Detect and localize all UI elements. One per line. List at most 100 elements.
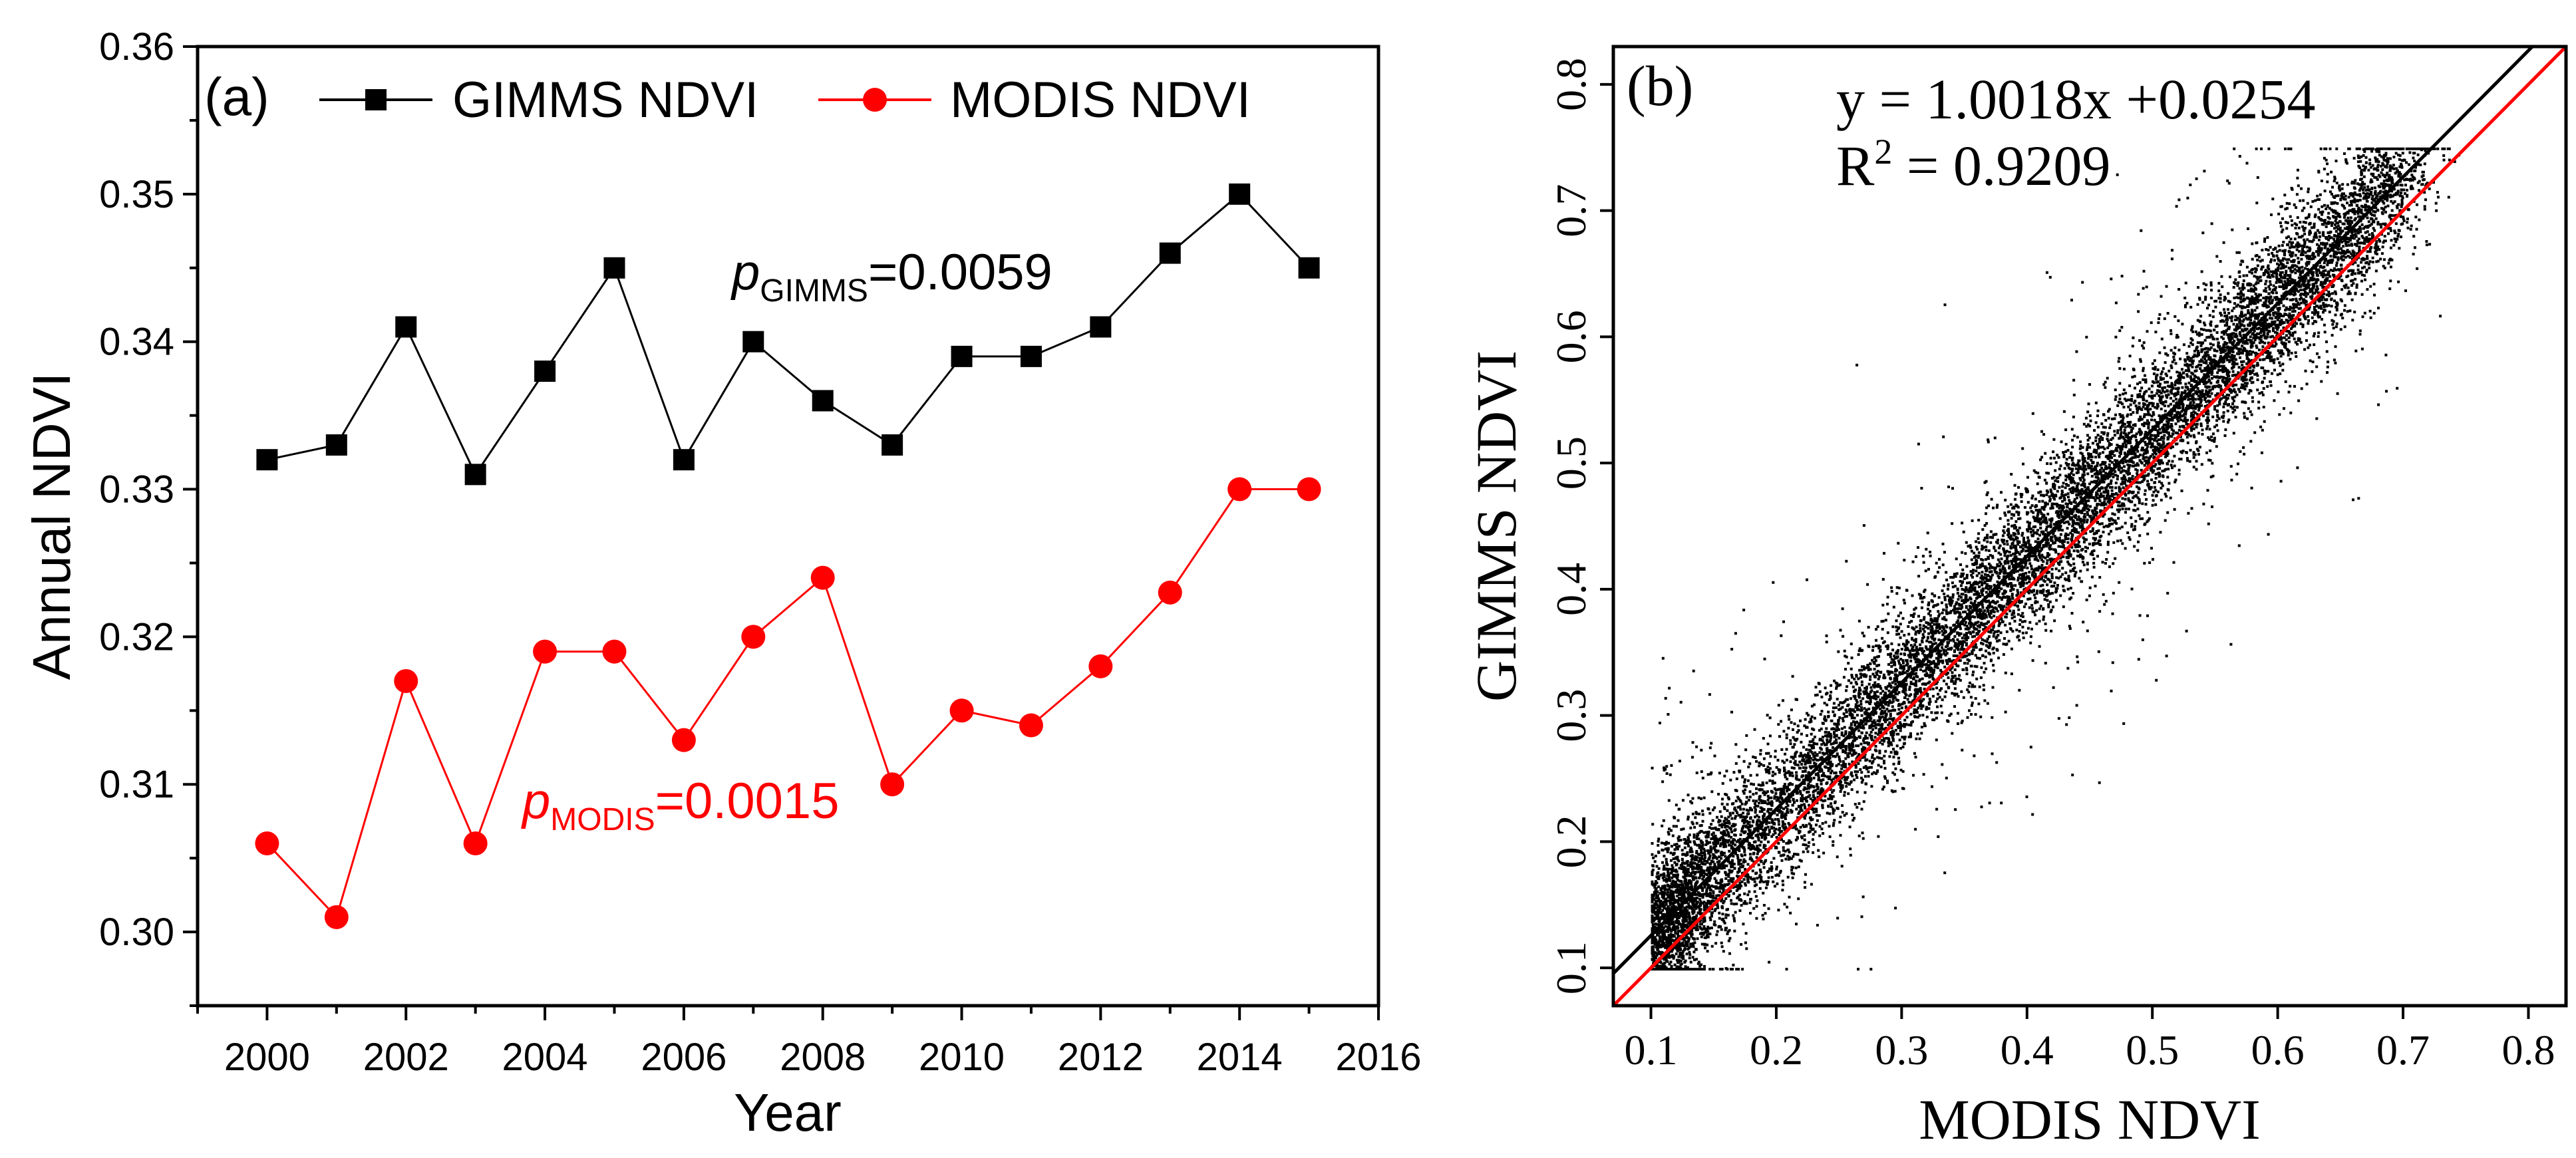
panel-b-x-ticks: 0.1 0.2 0.3 0.4 0.5 0.6 0.7 0.8 [1625,1006,2555,1074]
gimms-point [325,434,347,456]
y-tick-label: 0.6 [1547,310,1595,363]
gimms-point [1159,242,1181,264]
panel-a-series [255,183,1321,929]
x-tick-label: 2002 [363,1036,449,1079]
modis-point [394,668,418,693]
panel-a-label: (a) [204,67,269,126]
one-to-one-line [1613,47,2566,1006]
panel-a-y-axis-label: Annual NDVI [22,372,81,680]
r-squared: R2 = 0.9209 [1836,132,2110,198]
modis-point [255,831,279,855]
annotation-gimms-p-letter: p [730,244,760,301]
panel-b-y-axis-label: GIMMS NDVI [1464,351,1528,702]
gimms-point [395,316,417,338]
gimms-point [673,449,695,471]
fit-equation: y = 1.0018x +0.0254 [1836,67,2316,131]
gimms-point [1020,345,1042,367]
x-tick-label: 2016 [1335,1036,1421,1079]
modis-point [1227,477,1252,502]
x-tick-label: 0.2 [1750,1026,1803,1074]
panel-a-legend: GIMMS NDVI MODIS NDVI [319,72,1251,128]
gimms-point [951,345,973,367]
modis-point [1297,477,1321,502]
y-tick-label: 0.33 [99,468,174,511]
y-tick-label: 0.36 [99,25,174,69]
panel-a-plot-frame [196,45,1380,1008]
modis-point [533,639,558,664]
x-tick-label: 0.3 [1875,1026,1928,1074]
gimms-point [742,331,764,353]
y-tick-label: 0.31 [99,763,174,806]
panel-b-plot-frame [1611,45,2568,1008]
legend-gimms-label: GIMMS NDVI [452,72,758,128]
x-tick-label: 0.6 [2251,1026,2305,1074]
modis-point [1019,713,1043,738]
modis-point [741,625,766,649]
panel-b-lines [1613,47,2566,1006]
y-tick-label: 0.34 [99,321,174,364]
panel-a: 2000 2002 2004 2006 2008 2010 2012 2014 2016 0.3… [22,25,1422,1142]
gimms-point [812,390,834,412]
y-tick-label: 0.35 [99,173,174,216]
y-tick-label: 0.2 [1547,815,1595,868]
x-tick-label: 2010 [919,1036,1005,1079]
legend-modis-marker [863,88,887,112]
x-tick-label: 2014 [1197,1036,1283,1079]
x-tick-label: 0.5 [2126,1026,2179,1074]
x-tick-label: 2006 [641,1036,726,1079]
regression-line [1613,47,2535,975]
legend-gimms-marker [365,89,387,110]
modis-point [880,772,905,797]
series-line-gimms [267,192,1310,477]
gimms-point [882,434,903,456]
y-tick-label: 0.8 [1547,58,1595,111]
r-squared-sup: 2 [1874,132,1892,172]
y-tick-label: 0.32 [99,615,174,658]
panel-b: 0.1 0.2 0.3 0.4 0.5 0.6 0.7 0.8 0.1 0.2 0.3 0.4 0.5… [1464,45,2568,1151]
annotation-gimms-p: pGIMMS=0.0059 [730,244,1052,309]
panel-b-x-axis-label: MODIS NDVI [1919,1087,2261,1151]
annotation-modis-p-sub: MODIS [550,802,655,837]
annotation-modis-p-letter: p [521,773,550,829]
modis-point [1158,580,1182,605]
series-line-modis [266,488,1309,919]
modis-point [463,831,488,855]
y-tick-label: 0.7 [1547,184,1595,237]
annotation-modis-p-value: =0.0015 [655,773,840,829]
gimms-point [256,449,278,471]
x-tick-label: 2000 [224,1036,310,1079]
gimms-point [1298,257,1320,279]
modis-point [324,905,349,929]
x-tick-label: 0.8 [2501,1026,2555,1074]
annotation-modis-p: pMODIS=0.0015 [521,773,839,837]
gimms-point [534,361,556,382]
annotation-gimms-p-value: =0.0059 [868,244,1052,301]
x-tick-label: 0.7 [2376,1026,2430,1074]
gimms-point [603,257,625,279]
gimms-point [1229,183,1251,205]
y-tick-label: 0.30 [99,911,174,954]
x-tick-label: 2008 [780,1036,866,1079]
modis-point [671,728,696,752]
y-tick-label: 0.4 [1547,563,1595,616]
x-tick-label: 2004 [502,1036,588,1079]
panel-a-y-ticks: 0.30 0.31 0.32 0.33 0.34 0.35 0.36 [99,25,198,1007]
panel-a-x-axis-label: Year [734,1083,842,1142]
modis-point [949,698,974,723]
x-tick-label: 0.4 [2001,1026,2054,1074]
legend-modis-label: MODIS NDVI [950,72,1251,128]
r-squared-letter: R [1836,134,1875,198]
modis-point [810,565,835,590]
gimms-point [464,464,486,486]
panel-b-y-ticks: 0.1 0.2 0.3 0.4 0.5 0.6 0.7 0.8 [1547,58,1613,994]
panel-a-x-ticks: 2000 2002 2004 2006 2008 2010 2012 2014 2016 [196,1006,1422,1079]
r-squared-value: = 0.9209 [1892,134,2110,198]
modis-point [1088,654,1113,678]
y-tick-label: 0.5 [1547,436,1595,490]
x-tick-label: 0.1 [1625,1026,1678,1074]
y-tick-label: 0.1 [1547,941,1595,994]
gimms-point [1090,316,1112,338]
modis-point [602,639,627,664]
x-tick-label: 2012 [1058,1036,1144,1079]
